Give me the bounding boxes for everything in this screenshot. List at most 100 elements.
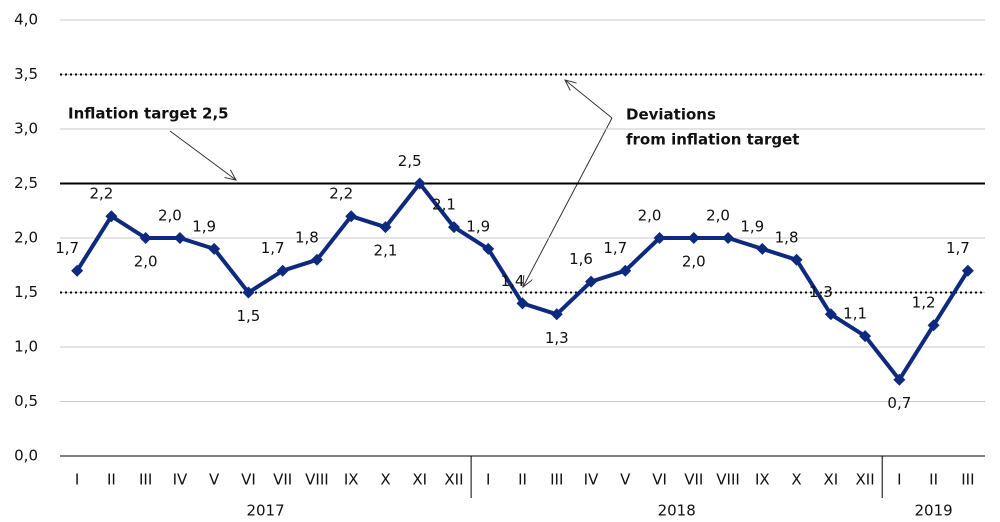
value-label: 2,2 bbox=[329, 185, 353, 203]
marker bbox=[413, 177, 426, 190]
value-label: 1,5 bbox=[236, 307, 260, 325]
x-tick-label: XI bbox=[823, 471, 838, 489]
value-label: 1,9 bbox=[740, 217, 764, 235]
value-label: 1,3 bbox=[545, 329, 569, 347]
marker bbox=[756, 242, 769, 255]
marker bbox=[550, 308, 563, 321]
y-tick-label: 1,5 bbox=[14, 283, 38, 301]
value-label: 1,9 bbox=[192, 217, 216, 235]
x-tick-label: VI bbox=[652, 471, 667, 489]
x-tick-label: XII bbox=[444, 471, 463, 489]
marker bbox=[927, 319, 940, 332]
marker bbox=[242, 286, 255, 299]
y-tick-label: 0,5 bbox=[14, 392, 38, 410]
x-tick-label: VIII bbox=[305, 471, 329, 489]
x-tick-label: XI bbox=[412, 471, 427, 489]
marker bbox=[687, 232, 700, 244]
x-tick-label: V bbox=[209, 471, 220, 489]
value-label: 1,2 bbox=[912, 294, 936, 312]
y-tick-label: 4,0 bbox=[14, 11, 38, 29]
marker bbox=[893, 373, 906, 386]
value-label: 2,0 bbox=[682, 253, 706, 271]
marker bbox=[310, 253, 323, 266]
value-label: 1,7 bbox=[55, 239, 79, 257]
x-tick-label: III bbox=[139, 471, 152, 489]
marker bbox=[345, 210, 358, 223]
x-tick-label: III bbox=[961, 471, 974, 489]
marker bbox=[859, 330, 872, 343]
y-tick-label: 1,0 bbox=[14, 338, 38, 356]
marker bbox=[105, 210, 118, 223]
y-tick-label: 2,0 bbox=[14, 229, 38, 247]
annotation: Deviations bbox=[626, 106, 716, 124]
value-label: 1,9 bbox=[466, 217, 490, 235]
x-tick-label: II bbox=[518, 471, 527, 489]
value-label: 1,7 bbox=[946, 239, 970, 257]
value-label: 1,3 bbox=[809, 283, 833, 301]
value-label: 1,7 bbox=[603, 239, 627, 257]
x-tick-label: X bbox=[791, 471, 801, 489]
value-label: 2,1 bbox=[432, 196, 456, 214]
y-tick-label: 3,5 bbox=[14, 65, 38, 83]
value-label: 0,7 bbox=[887, 394, 911, 412]
x-tick-label: VII bbox=[273, 471, 292, 489]
y-tick-label: 2,5 bbox=[14, 174, 38, 192]
x-tick-label: VIII bbox=[716, 471, 740, 489]
value-label: 1,4 bbox=[501, 272, 525, 290]
x-group-label: 2019 bbox=[915, 502, 953, 520]
x-tick-label: II bbox=[107, 471, 116, 489]
x-tick-label: I bbox=[897, 471, 901, 489]
x-tick-label: XII bbox=[856, 471, 875, 489]
marker bbox=[961, 264, 974, 277]
x-tick-label: X bbox=[380, 471, 390, 489]
x-tick-label: II bbox=[929, 471, 938, 489]
value-label: 1,8 bbox=[775, 228, 799, 246]
marker bbox=[482, 242, 495, 255]
x-tick-label: IV bbox=[173, 471, 188, 489]
x-tick-label: IX bbox=[755, 471, 770, 489]
value-label: 2,5 bbox=[398, 152, 422, 170]
x-group-label: 2017 bbox=[246, 502, 284, 520]
x-tick-label: III bbox=[550, 471, 563, 489]
annotation: from inflation target bbox=[626, 131, 799, 149]
value-label: 2,2 bbox=[89, 185, 113, 203]
x-tick-label: I bbox=[486, 471, 490, 489]
x-tick-label: V bbox=[620, 471, 631, 489]
x-tick-label: IX bbox=[344, 471, 359, 489]
marker bbox=[516, 297, 529, 310]
annotation-arrow bbox=[565, 80, 613, 119]
annotation-arrow bbox=[169, 130, 236, 180]
value-label: 1,6 bbox=[569, 250, 593, 268]
marker bbox=[71, 264, 84, 277]
marker bbox=[447, 221, 460, 234]
marker bbox=[824, 308, 837, 321]
x-group-label: 2018 bbox=[658, 502, 696, 520]
value-label: 1,8 bbox=[295, 228, 319, 246]
value-label: 2,0 bbox=[134, 253, 158, 271]
value-label: 2,0 bbox=[158, 207, 182, 225]
marker bbox=[276, 264, 289, 277]
value-label: 2,1 bbox=[374, 242, 398, 260]
x-tick-label: I bbox=[75, 471, 79, 489]
marker bbox=[653, 232, 666, 244]
target-label: Inflation target 2,5 bbox=[68, 105, 229, 123]
x-tick-label: IV bbox=[584, 471, 599, 489]
value-label: 2,0 bbox=[638, 207, 662, 225]
x-tick-label: VII bbox=[684, 471, 703, 489]
marker bbox=[585, 275, 598, 288]
value-label: 1,7 bbox=[261, 239, 285, 257]
y-tick-label: 0,0 bbox=[14, 447, 38, 465]
y-tick-label: 3,0 bbox=[14, 120, 38, 138]
x-tick-label: VI bbox=[241, 471, 256, 489]
marker bbox=[173, 232, 186, 244]
marker bbox=[379, 221, 392, 234]
marker bbox=[139, 232, 152, 244]
marker bbox=[208, 242, 221, 255]
marker bbox=[722, 232, 735, 244]
annotation-arrow bbox=[523, 117, 613, 287]
marker bbox=[619, 264, 632, 277]
marker bbox=[790, 253, 803, 266]
value-label: 1,1 bbox=[843, 305, 867, 323]
value-label: 2,0 bbox=[706, 207, 730, 225]
